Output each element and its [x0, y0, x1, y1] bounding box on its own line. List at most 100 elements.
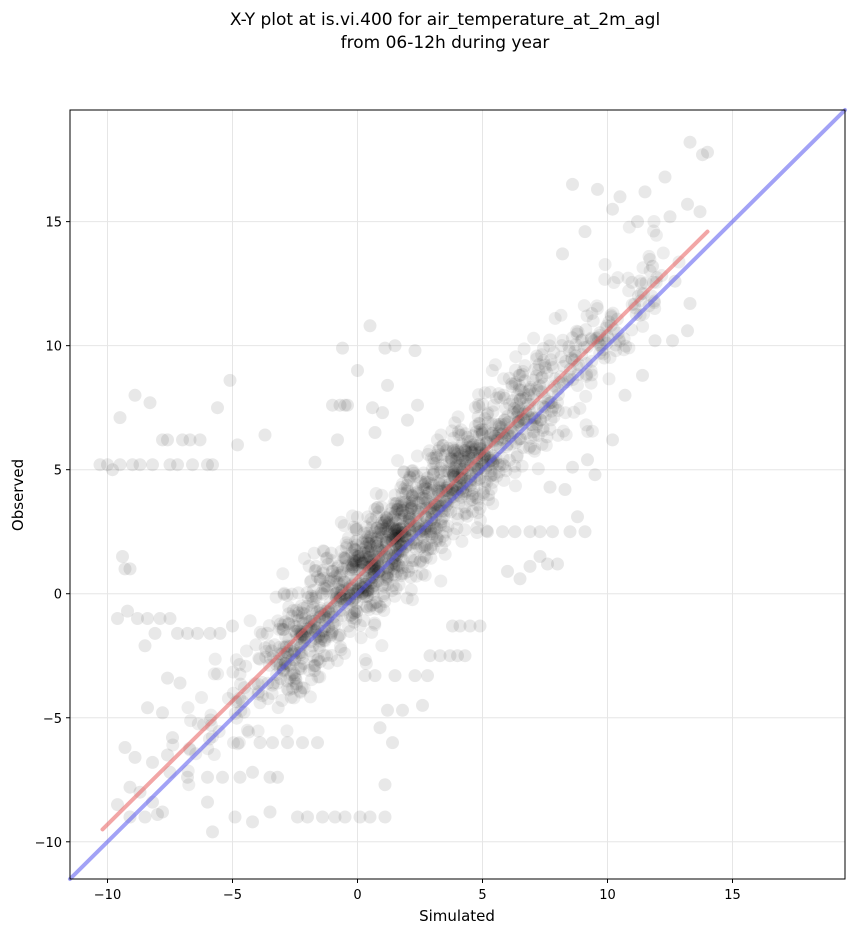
scatter-point — [173, 676, 187, 690]
scatter-point — [492, 387, 506, 401]
y-tick-label: 0 — [54, 588, 62, 603]
scatter-point — [331, 630, 345, 644]
scatter-point — [288, 668, 302, 682]
scatter-point — [351, 582, 365, 596]
scatter-point — [480, 524, 494, 538]
scatter-point — [543, 480, 557, 494]
x-tick-label: −10 — [94, 888, 121, 903]
scatter-point — [344, 609, 357, 623]
scatter-point — [341, 398, 354, 412]
scatter-point — [381, 566, 395, 580]
scatter-point — [413, 555, 427, 569]
scatter-point — [320, 579, 334, 593]
scatter-point — [395, 506, 409, 520]
scatter-point — [171, 626, 184, 640]
scatter-point — [350, 548, 364, 561]
scatter-point — [291, 810, 304, 824]
scatter-point — [307, 546, 321, 560]
scatter-point — [181, 770, 194, 784]
scatter-point — [622, 284, 636, 298]
scatter-point — [350, 584, 364, 597]
scatter-point — [400, 478, 414, 492]
scatter-point — [429, 456, 443, 470]
scatter-point — [463, 619, 477, 633]
scatter-point — [417, 466, 430, 480]
scatter-point — [530, 352, 543, 366]
scatter-point — [458, 649, 472, 663]
scatter-point — [438, 464, 451, 478]
scatter-point — [403, 470, 417, 484]
scatter-point — [360, 600, 374, 614]
scatter-point — [450, 443, 464, 457]
scatter-point — [334, 515, 348, 529]
scatter-point — [366, 584, 380, 598]
scatter-point — [477, 448, 491, 462]
scatter-point — [475, 427, 489, 441]
scatter-point — [282, 607, 296, 621]
scatter-point — [340, 538, 354, 552]
scatter-point — [554, 308, 568, 322]
scatter-point — [622, 341, 636, 355]
scatter-point — [566, 460, 579, 474]
scatter-point — [354, 545, 368, 559]
scatter-point — [406, 490, 420, 504]
scatter-point — [414, 540, 428, 554]
scatter-point — [301, 591, 315, 604]
scatter-point — [128, 388, 142, 402]
scatter-point — [176, 433, 189, 447]
scatter-point — [396, 512, 410, 526]
scatter-point — [346, 554, 360, 568]
scatter-point — [439, 525, 453, 539]
scatter-point — [395, 567, 409, 581]
scatter-point — [448, 446, 462, 460]
scatter-point — [121, 604, 134, 618]
scatter-point — [408, 554, 422, 567]
scatter-point — [430, 532, 444, 546]
scatter-point — [356, 585, 370, 599]
scatter-point — [289, 620, 303, 634]
scatter-point — [510, 397, 524, 411]
scatter-point — [372, 568, 386, 582]
scatter-point — [546, 525, 559, 539]
scatter-point — [253, 652, 267, 666]
scatter-point — [361, 545, 375, 559]
scatter-point — [527, 425, 540, 439]
scatter-point — [619, 339, 633, 353]
scatter-point — [419, 550, 433, 564]
scatter-point — [423, 649, 437, 663]
scatter-point — [249, 638, 263, 652]
scatter-point — [425, 462, 439, 476]
scatter-point — [138, 639, 152, 653]
scatter-point — [276, 618, 290, 632]
scatter-point — [418, 540, 432, 554]
scatter-point — [441, 441, 455, 455]
scatter-point — [418, 549, 431, 563]
scatter-point — [307, 583, 320, 597]
scatter-point — [405, 494, 419, 508]
scatter-point — [345, 558, 359, 572]
scatter-point — [417, 482, 431, 496]
scatter-point — [559, 428, 573, 442]
scatter-point — [395, 495, 409, 509]
scatter-point — [408, 344, 422, 358]
scatter-point — [309, 632, 322, 646]
scatter-point — [405, 464, 419, 478]
scatter-point — [438, 547, 452, 561]
scatter-point — [441, 479, 454, 493]
scatter-point — [466, 504, 480, 518]
scatter-point — [451, 410, 465, 424]
scatter-point — [239, 659, 253, 673]
scatter-point — [362, 555, 376, 569]
scatter-point — [365, 576, 378, 590]
scatter-point — [531, 462, 545, 476]
scatter-point — [419, 481, 433, 495]
scatter-point — [231, 438, 244, 452]
scatter-point — [618, 388, 632, 402]
scatter-point — [516, 391, 530, 405]
scatter-point — [516, 441, 530, 454]
scatter-point — [228, 810, 242, 824]
scatter-point — [390, 502, 404, 516]
scatter-point — [444, 505, 458, 519]
scatter-point — [295, 629, 309, 643]
scatter-point — [472, 416, 486, 430]
